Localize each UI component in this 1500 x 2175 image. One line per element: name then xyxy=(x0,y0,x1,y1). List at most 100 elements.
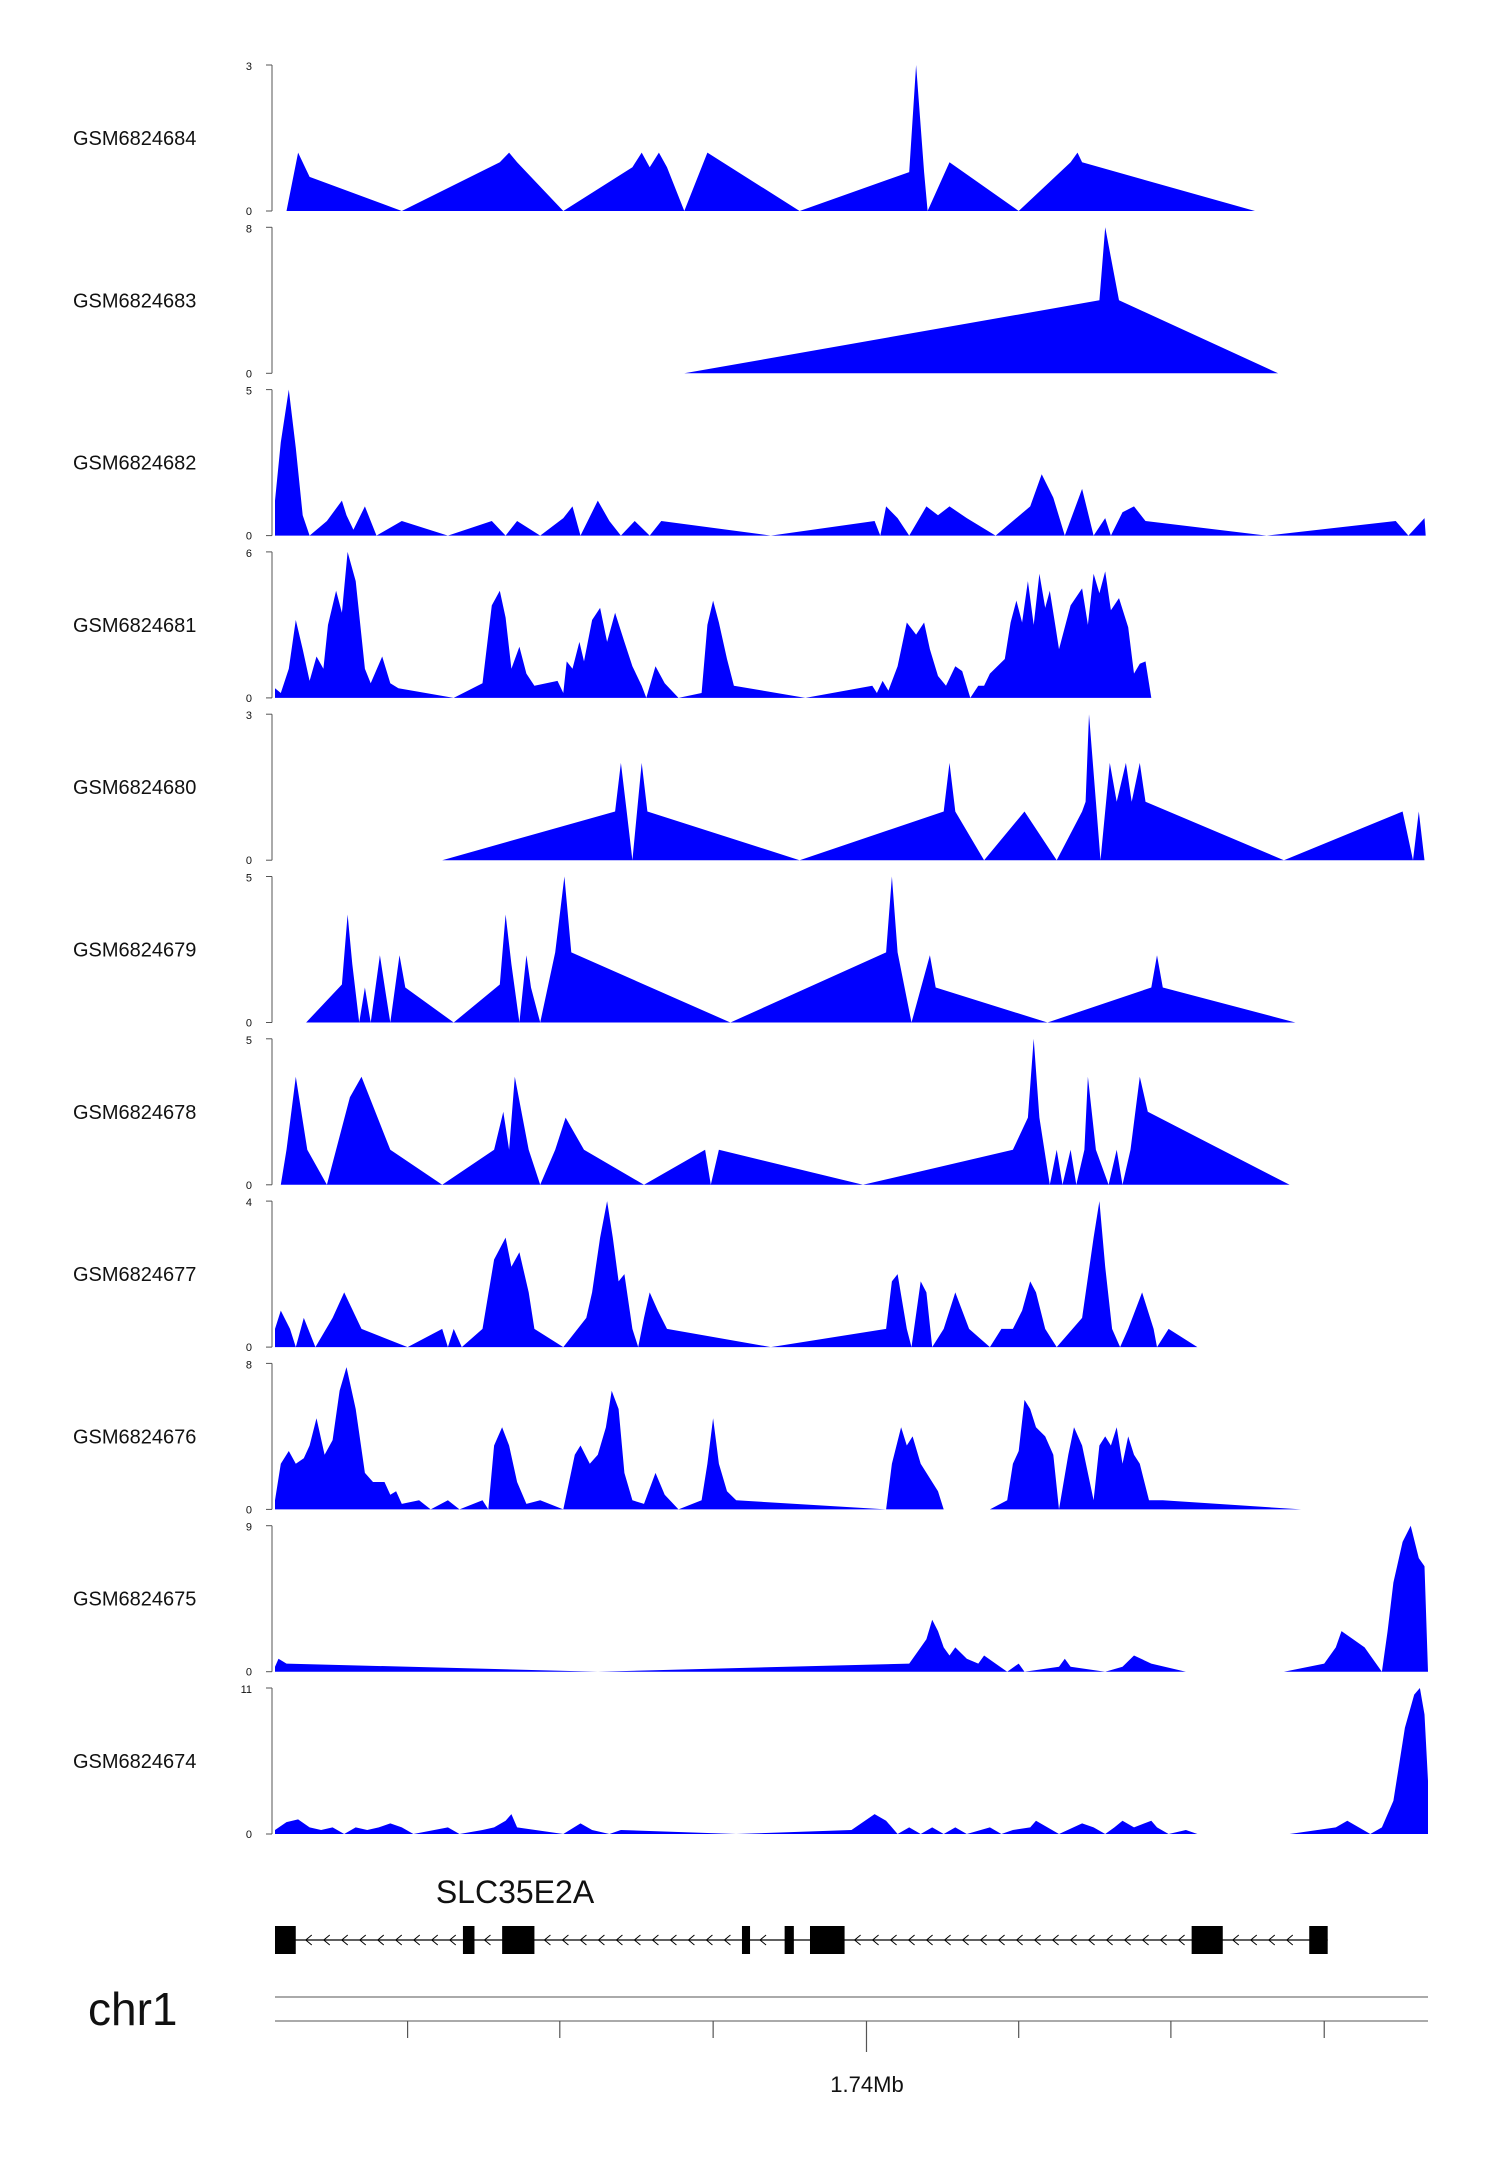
track-GSM6824683: GSM6824683 8 0 xyxy=(73,223,1279,380)
gene-model xyxy=(275,1926,1328,1954)
signal-tracks: GSM682468430GSM682468380GSM682468250GSM6… xyxy=(73,61,1428,1841)
intron-strand-arrow xyxy=(961,1934,969,1946)
track-label: GSM6824683 xyxy=(73,290,196,312)
track-signal-area xyxy=(275,1525,1428,1672)
track-signal-area xyxy=(280,1038,1290,1185)
track-label: GSM6824682 xyxy=(73,453,196,475)
track-ymax-label: 8 xyxy=(246,223,252,235)
intron-strand-arrow xyxy=(907,1934,915,1946)
track-label: GSM6824677 xyxy=(73,1264,196,1286)
track-ymax-label: 5 xyxy=(246,873,252,885)
gene-exon xyxy=(462,1926,475,1954)
track-ymin-label: 0 xyxy=(246,693,252,705)
track-signal-area xyxy=(275,1688,1428,1834)
gene-exon xyxy=(741,1926,751,1954)
track-label: GSM6824678 xyxy=(73,1102,196,1124)
track-ymax-label: 4 xyxy=(246,1197,252,1209)
intron-strand-arrow xyxy=(376,1934,385,1946)
intron-strand-arrow xyxy=(1231,1934,1240,1946)
intron-strand-arrow xyxy=(633,1934,641,1946)
track-GSM6824676: GSM6824676 8 0 xyxy=(73,1359,1302,1516)
track-label: GSM6824674 xyxy=(73,1751,196,1773)
track-ymax-label: 3 xyxy=(246,61,252,73)
track-ymin-label: 0 xyxy=(246,531,252,543)
intron-strand-arrow xyxy=(997,1934,1005,1946)
intron-strand-arrow xyxy=(1123,1934,1131,1946)
intron-strand-arrow xyxy=(615,1934,623,1946)
intron-strand-arrow xyxy=(1249,1934,1258,1946)
track-ymin-label: 0 xyxy=(246,1342,252,1354)
track-signal-area xyxy=(286,65,1255,211)
intron-strand-arrow xyxy=(1069,1934,1077,1946)
intron-strand-arrow xyxy=(448,1934,457,1946)
intron-strand-arrow xyxy=(340,1934,349,1946)
intron-strand-arrow xyxy=(1087,1934,1095,1946)
intron-strand-arrow xyxy=(579,1934,587,1946)
intron-strand-arrow xyxy=(1105,1934,1113,1946)
intron-strand-arrow xyxy=(871,1934,879,1946)
track-label: GSM6824680 xyxy=(73,777,196,799)
track-GSM6824679: GSM6824679 5 0 xyxy=(73,873,1296,1030)
intron-strand-arrow xyxy=(430,1934,439,1946)
intron-strand-arrow xyxy=(322,1934,331,1946)
chromosome-label: chr1 xyxy=(88,1983,177,2035)
gene-label: SLC35E2A xyxy=(436,1874,595,1910)
gene-exon xyxy=(502,1926,535,1954)
gene-exon xyxy=(809,1926,845,1954)
track-GSM6824675: GSM6824675 9 0 xyxy=(73,1522,1428,1679)
intron-strand-arrow xyxy=(1159,1934,1167,1946)
track-GSM6824678: GSM6824678 5 0 xyxy=(73,1035,1290,1192)
track-label: GSM6824681 xyxy=(73,615,196,637)
intron-strand-arrow xyxy=(853,1934,861,1946)
intron-strand-arrow xyxy=(925,1934,933,1946)
intron-strand-arrow xyxy=(979,1934,987,1946)
gene-exon xyxy=(784,1926,794,1954)
track-ymin-label: 0 xyxy=(246,1504,252,1516)
track-ymax-label: 3 xyxy=(246,710,252,722)
intron-strand-arrow xyxy=(723,1934,731,1946)
intron-strand-arrow xyxy=(1267,1934,1276,1946)
intron-strand-arrow xyxy=(759,1934,767,1946)
track-GSM6824680: GSM6824680 3 0 xyxy=(73,710,1425,867)
intron-strand-arrow xyxy=(304,1934,313,1946)
track-ymin-label: 0 xyxy=(246,1018,252,1030)
track-ymin-label: 0 xyxy=(246,1667,252,1679)
intron-strand-arrow xyxy=(543,1934,551,1946)
axis-tick-label: 1.74Mb xyxy=(830,2072,903,2097)
track-signal-area xyxy=(684,227,1279,374)
track-ymax-label: 6 xyxy=(246,548,252,560)
gene-exon xyxy=(275,1926,296,1954)
track-ymin-label: 0 xyxy=(246,1180,252,1192)
intron-strand-arrow xyxy=(561,1934,569,1946)
track-GSM6824681: GSM6824681 6 0 xyxy=(73,548,1302,705)
track-signal-area xyxy=(275,1367,1302,1510)
intron-strand-arrow xyxy=(943,1934,951,1946)
track-ymin-label: 0 xyxy=(246,206,252,218)
gene-exon xyxy=(1309,1926,1328,1954)
intron-strand-arrow xyxy=(1033,1934,1041,1946)
track-signal-area xyxy=(275,551,1302,698)
track-label: GSM6824684 xyxy=(73,128,196,150)
intron-strand-arrow xyxy=(483,1934,491,1946)
track-ymin-label: 0 xyxy=(246,855,252,867)
track-ymax-label: 9 xyxy=(246,1522,252,1534)
intron-strand-arrow xyxy=(651,1934,659,1946)
track-label: GSM6824679 xyxy=(73,940,196,962)
intron-strand-arrow xyxy=(889,1934,897,1946)
track-GSM6824674: GSM6824674 11 0 xyxy=(73,1684,1428,1841)
gene-exon xyxy=(1191,1926,1223,1954)
track-ymin-label: 0 xyxy=(246,368,252,380)
track-signal-area xyxy=(306,876,1296,1023)
intron-strand-arrow xyxy=(1177,1934,1185,1946)
track-GSM6824677: GSM6824677 4 0 xyxy=(73,1197,1302,1354)
track-ymin-label: 0 xyxy=(246,1829,252,1841)
track-GSM6824684: GSM6824684 3 0 xyxy=(73,61,1255,218)
track-ymax-label: 5 xyxy=(246,1035,252,1047)
track-signal-area xyxy=(275,1201,1302,1348)
intron-strand-arrow xyxy=(669,1934,677,1946)
intron-strand-arrow xyxy=(597,1934,605,1946)
intron-strand-arrow xyxy=(705,1934,713,1946)
intron-strand-arrow xyxy=(358,1934,367,1946)
intron-strand-arrow xyxy=(1285,1934,1294,1946)
